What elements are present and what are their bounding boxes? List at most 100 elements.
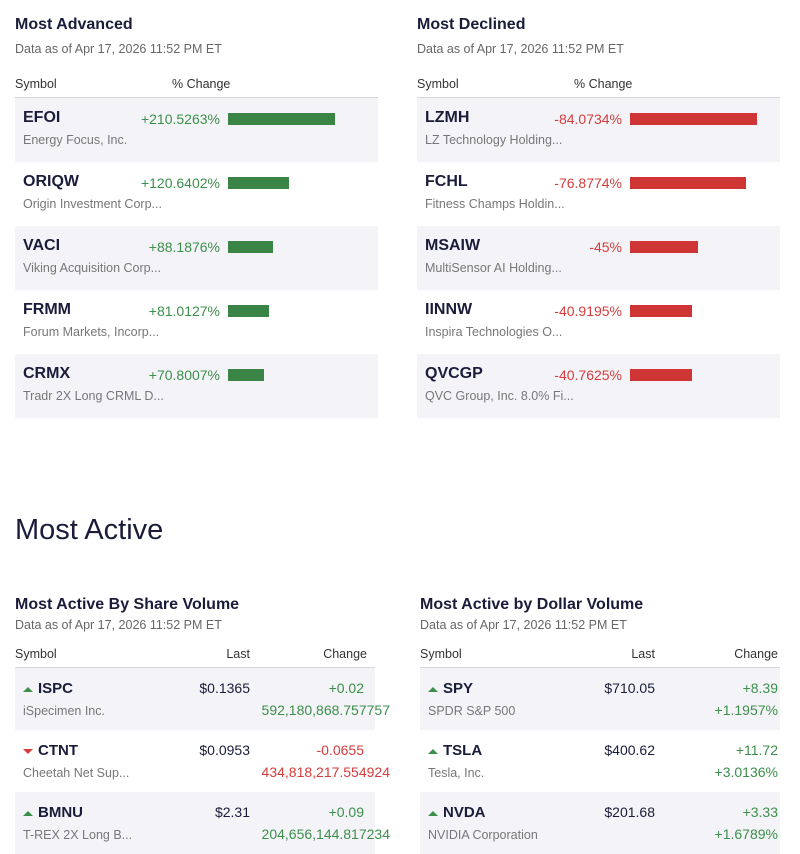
dollar-volume-panel: Most Active by Dollar Volume Data as of … (420, 596, 780, 854)
company-name: Cheetah Net Sup... (23, 766, 130, 780)
symbol-cell[interactable]: NVDA (428, 804, 486, 821)
company-name: Tesla, Inc. (428, 766, 485, 780)
percent-change: +3.0136% (714, 764, 778, 780)
table-row[interactable]: IINNW Inspira Technologies O... -40.9195… (417, 290, 780, 354)
symbol[interactable]: MSAIW (425, 237, 481, 254)
symbol: BMNU (38, 804, 83, 821)
symbol[interactable]: EFOI (23, 109, 61, 126)
arrow-down-icon (23, 748, 33, 754)
table-header: Symbol % Change (417, 70, 780, 98)
col-symbol: Symbol (417, 76, 459, 91)
symbol: ISPC (38, 680, 74, 697)
company-name: Viking Acquisition Corp... (23, 261, 162, 275)
symbol-cell[interactable]: CTNT (23, 742, 78, 759)
table-header: Symbol Last Change (15, 640, 375, 668)
percent-change: +120.6402% (140, 175, 220, 191)
change-bar (630, 305, 692, 317)
table-row[interactable]: NVDA NVIDIA Corporation $201.68 +3.33 +1… (420, 792, 780, 854)
symbol[interactable]: ORIQW (23, 173, 79, 190)
company-name: SPDR S&P 500 (428, 704, 516, 718)
percent-change: -45% (589, 239, 622, 255)
symbol: SPY (443, 680, 474, 697)
percent-change: -84.0734% (554, 111, 622, 127)
table-row[interactable]: QVCGP QVC Group, Inc. 8.0% Fi... -40.762… (417, 354, 780, 418)
volume: 434,818,217.554924 (261, 764, 390, 780)
arrow-up-icon (428, 748, 438, 754)
percent-change: -40.9195% (554, 303, 622, 319)
col-symbol: Symbol (15, 76, 57, 91)
panel-title: Most Active By Share Volume (15, 596, 240, 613)
company-name: iSpecimen Inc. (23, 704, 105, 718)
most-declined-panel: Most Declined Data as of Apr 17, 2026 11… (417, 16, 780, 418)
change: +0.09 (328, 804, 364, 820)
last-price: $0.1365 (199, 680, 250, 696)
panel-title: Most Advanced (15, 16, 133, 33)
arrow-up-icon (23, 810, 33, 816)
col-symbol: Symbol (420, 646, 462, 661)
table-row[interactable]: CRMX Tradr 2X Long CRML D... +70.8007% (15, 354, 378, 418)
symbol[interactable]: FRMM (23, 301, 71, 318)
table-row[interactable]: SPY SPDR S&P 500 $710.05 +8.39 +1.1957% (420, 668, 780, 730)
symbol-cell[interactable]: BMNU (23, 804, 83, 821)
share-volume-table: ISPC iSpecimen Inc. $0.1365 +0.02 592,18… (15, 668, 390, 854)
company-name: Fitness Champs Holdin... (425, 197, 565, 211)
last-price: $2.31 (214, 804, 250, 820)
table-row[interactable]: LZMH LZ Technology Holding... -84.0734% (417, 98, 780, 162)
symbol[interactable]: LZMH (425, 109, 470, 126)
as-of-text: Data as of Apr 17, 2026 11:52 PM ET (15, 618, 222, 632)
symbol: TSLA (443, 742, 483, 759)
col-last: Last (631, 646, 655, 661)
share-volume-panel: Most Active By Share Volume Data as of A… (15, 596, 390, 854)
company-name: Energy Focus, Inc. (23, 133, 128, 147)
company-name: NVIDIA Corporation (428, 828, 538, 842)
volume: 204,656,144.817234 (261, 826, 390, 842)
symbol[interactable]: CRMX (23, 365, 71, 382)
table-row[interactable]: FCHL Fitness Champs Holdin... -76.8774% (417, 162, 780, 226)
change-bar (228, 241, 273, 253)
col-last: Last (226, 646, 250, 661)
change-bar (228, 177, 290, 189)
table-header: Symbol Last Change (420, 640, 780, 668)
table-row[interactable]: BMNU T-REX 2X Long B... $2.31 +0.09 204,… (15, 792, 390, 854)
col-change: Change (734, 646, 778, 661)
symbol[interactable]: VACI (23, 237, 61, 254)
table-row[interactable]: TSLA Tesla, Inc. $400.62 +11.72 +3.0136% (420, 730, 780, 792)
declined-table: LZMH LZ Technology Holding... -84.0734% … (417, 98, 780, 418)
as-of-text: Data as of Apr 17, 2026 11:52 PM ET (417, 42, 624, 56)
panel-title: Most Active by Dollar Volume (420, 596, 644, 613)
table-row[interactable]: CTNT Cheetah Net Sup... $0.0953 -0.0655 … (15, 730, 390, 792)
table-row[interactable]: MSAIW MultiSensor AI Holding... -45% (417, 226, 780, 290)
table-row[interactable]: ISPC iSpecimen Inc. $0.1365 +0.02 592,18… (15, 668, 390, 730)
symbol[interactable]: QVCGP (425, 365, 483, 382)
company-name: Tradr 2X Long CRML D... (23, 389, 164, 403)
symbol-cell[interactable]: SPY (428, 680, 473, 697)
percent-change: -76.8774% (554, 175, 622, 191)
company-name: MultiSensor AI Holding... (425, 261, 562, 275)
table-row[interactable]: EFOI Energy Focus, Inc. +210.5263% (15, 98, 378, 162)
col-change: % Change (574, 76, 633, 91)
symbol[interactable]: IINNW (425, 301, 473, 318)
company-name: T-REX 2X Long B... (23, 828, 133, 842)
arrow-up-icon (428, 810, 438, 816)
symbol[interactable]: FCHL (425, 173, 468, 190)
table-row[interactable]: ORIQW Origin Investment Corp... +120.640… (15, 162, 378, 226)
last-price: $0.0953 (199, 742, 250, 758)
percent-change: +1.6789% (714, 826, 778, 842)
change-bar (228, 305, 270, 317)
panel-title: Most Declined (417, 16, 526, 33)
volume: 592,180,868.757757 (261, 702, 390, 718)
table-row[interactable]: FRMM Forum Markets, Incorp... +81.0127% (15, 290, 378, 354)
last-price: $710.05 (604, 680, 655, 696)
symbol-cell[interactable]: ISPC (23, 680, 73, 697)
change-bar (630, 369, 692, 381)
company-name: Origin Investment Corp... (23, 197, 162, 211)
company-name: LZ Technology Holding... (425, 133, 563, 147)
dollar-volume-table: SPY SPDR S&P 500 $710.05 +8.39 +1.1957% T… (420, 668, 780, 854)
change-bar (630, 177, 747, 189)
table-header: Symbol % Change (15, 70, 378, 98)
table-row[interactable]: VACI Viking Acquisition Corp... +88.1876… (15, 226, 378, 290)
section-title: Most Active (15, 514, 164, 546)
symbol-cell[interactable]: TSLA (428, 742, 482, 759)
change-bar (228, 113, 335, 125)
arrow-up-icon (23, 686, 33, 692)
